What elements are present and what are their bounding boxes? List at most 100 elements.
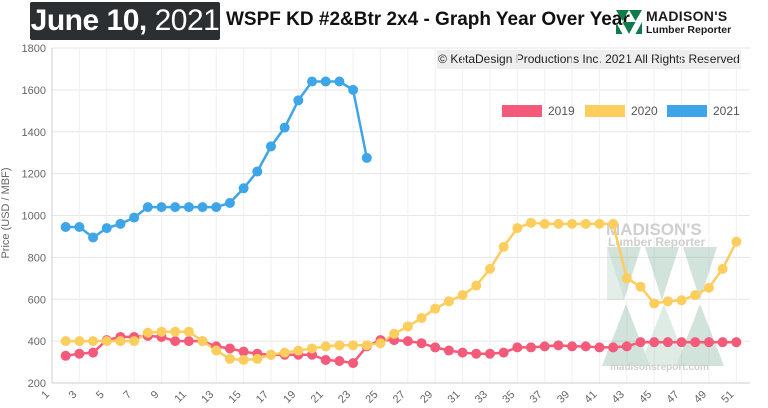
data-point-2020[interactable] — [443, 296, 454, 307]
data-point-2020[interactable] — [307, 343, 318, 354]
data-point-2020[interactable] — [416, 313, 427, 324]
data-point-2021[interactable] — [74, 222, 85, 233]
data-point-2020[interactable] — [375, 338, 386, 349]
data-point-2020[interactable] — [430, 303, 441, 314]
legend-swatch-2020[interactable] — [585, 105, 625, 117]
data-point-2020[interactable] — [402, 321, 413, 332]
data-point-2021[interactable] — [88, 232, 99, 243]
data-point-2020[interactable] — [580, 218, 591, 229]
data-point-2020[interactable] — [170, 326, 181, 337]
data-point-2021[interactable] — [129, 212, 140, 223]
data-point-2019[interactable] — [635, 337, 646, 348]
data-point-2020[interactable] — [348, 340, 359, 351]
data-point-2019[interactable] — [621, 341, 632, 352]
data-point-2021[interactable] — [293, 95, 304, 106]
data-point-2021[interactable] — [115, 218, 126, 229]
data-point-2019[interactable] — [334, 356, 345, 367]
data-point-2021[interactable] — [279, 122, 290, 133]
data-point-2020[interactable] — [88, 336, 99, 347]
data-point-2021[interactable] — [334, 76, 345, 87]
data-point-2021[interactable] — [348, 84, 359, 95]
data-point-2020[interactable] — [484, 263, 495, 274]
data-point-2019[interactable] — [676, 337, 687, 348]
data-point-2020[interactable] — [115, 336, 126, 347]
data-point-2019[interactable] — [183, 336, 194, 347]
data-point-2019[interactable] — [430, 342, 441, 353]
data-point-2020[interactable] — [512, 223, 523, 234]
data-point-2020[interactable] — [142, 327, 153, 338]
data-point-2021[interactable] — [142, 202, 153, 213]
data-point-2020[interactable] — [717, 263, 728, 274]
data-point-2020[interactable] — [224, 353, 235, 364]
data-point-2021[interactable] — [170, 202, 181, 213]
data-point-2020[interactable] — [129, 336, 140, 347]
data-point-2020[interactable] — [621, 273, 632, 284]
data-point-2021[interactable] — [265, 141, 276, 152]
data-point-2019[interactable] — [348, 358, 359, 369]
data-point-2019[interactable] — [238, 346, 249, 357]
data-point-2020[interactable] — [156, 326, 167, 337]
data-point-2020[interactable] — [703, 282, 714, 293]
data-point-2020[interactable] — [389, 328, 400, 339]
data-point-2020[interactable] — [553, 218, 564, 229]
data-point-2020[interactable] — [635, 281, 646, 292]
data-point-2020[interactable] — [526, 217, 537, 228]
data-point-2020[interactable] — [211, 345, 222, 356]
data-point-2019[interactable] — [512, 342, 523, 353]
data-point-2019[interactable] — [170, 336, 181, 347]
legend-swatch-2021[interactable] — [667, 105, 707, 117]
data-point-2021[interactable] — [238, 183, 249, 194]
data-point-2020[interactable] — [197, 336, 208, 347]
data-point-2019[interactable] — [703, 337, 714, 348]
legend-label-2020[interactable]: 2020 — [631, 104, 658, 118]
data-point-2021[interactable] — [211, 202, 222, 213]
data-point-2020[interactable] — [293, 345, 304, 356]
data-point-2019[interactable] — [649, 337, 660, 348]
data-point-2019[interactable] — [580, 341, 591, 352]
data-point-2020[interactable] — [320, 341, 331, 352]
legend-label-2021[interactable]: 2021 — [713, 104, 740, 118]
legend-label-2019[interactable]: 2019 — [548, 104, 575, 118]
data-point-2019[interactable] — [594, 342, 605, 353]
data-point-2020[interactable] — [662, 296, 673, 307]
data-point-2021[interactable] — [60, 222, 71, 233]
data-point-2020[interactable] — [731, 236, 742, 247]
data-point-2020[interactable] — [101, 336, 112, 347]
data-point-2019[interactable] — [526, 342, 537, 353]
data-point-2020[interactable] — [457, 290, 468, 301]
data-point-2020[interactable] — [649, 298, 660, 309]
data-point-2021[interactable] — [197, 202, 208, 213]
data-point-2019[interactable] — [224, 343, 235, 354]
data-point-2019[interactable] — [457, 347, 468, 358]
data-point-2019[interactable] — [731, 337, 742, 348]
data-point-2021[interactable] — [224, 197, 235, 208]
data-point-2019[interactable] — [74, 348, 85, 359]
data-point-2019[interactable] — [484, 348, 495, 359]
data-point-2020[interactable] — [567, 218, 578, 229]
data-point-2021[interactable] — [307, 76, 318, 87]
data-point-2019[interactable] — [662, 337, 673, 348]
data-point-2019[interactable] — [402, 336, 413, 347]
data-point-2020[interactable] — [279, 347, 290, 358]
data-point-2020[interactable] — [676, 295, 687, 306]
data-point-2019[interactable] — [416, 338, 427, 349]
data-point-2020[interactable] — [265, 349, 276, 360]
data-point-2021[interactable] — [252, 166, 263, 177]
data-point-2019[interactable] — [608, 342, 619, 353]
data-point-2020[interactable] — [690, 290, 701, 301]
data-point-2020[interactable] — [498, 241, 509, 252]
data-point-2019[interactable] — [60, 350, 71, 361]
data-point-2019[interactable] — [539, 341, 550, 352]
data-point-2020[interactable] — [608, 218, 619, 229]
data-point-2019[interactable] — [88, 347, 99, 358]
data-point-2019[interactable] — [320, 354, 331, 365]
data-point-2020[interactable] — [539, 218, 550, 229]
data-point-2021[interactable] — [320, 76, 331, 87]
data-point-2020[interactable] — [60, 336, 71, 347]
data-point-2021[interactable] — [156, 202, 167, 213]
data-point-2019[interactable] — [717, 337, 728, 348]
data-point-2019[interactable] — [567, 341, 578, 352]
data-point-2020[interactable] — [594, 218, 605, 229]
data-point-2021[interactable] — [361, 152, 372, 163]
data-point-2019[interactable] — [471, 348, 482, 359]
